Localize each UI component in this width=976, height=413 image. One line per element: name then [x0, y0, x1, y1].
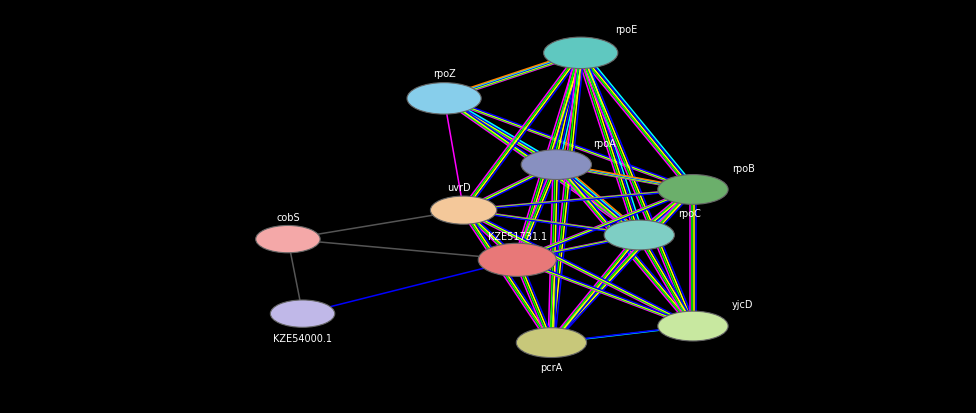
- Circle shape: [256, 226, 320, 253]
- Circle shape: [430, 197, 497, 225]
- Circle shape: [544, 38, 618, 69]
- Text: pcrA: pcrA: [541, 363, 562, 373]
- Text: uvrD: uvrD: [447, 183, 470, 193]
- Text: KZE54000.1: KZE54000.1: [273, 333, 332, 343]
- Text: rpoA: rpoA: [593, 139, 616, 149]
- Text: KZE51731.1: KZE51731.1: [488, 231, 547, 241]
- Circle shape: [521, 150, 591, 180]
- Text: rpoC: rpoC: [678, 209, 701, 219]
- Text: rpoZ: rpoZ: [432, 69, 456, 79]
- Text: rpoE: rpoE: [615, 25, 637, 35]
- Circle shape: [658, 175, 728, 205]
- Circle shape: [407, 83, 481, 115]
- Circle shape: [516, 328, 587, 358]
- Circle shape: [658, 311, 728, 341]
- Circle shape: [478, 244, 556, 277]
- Text: cobS: cobS: [276, 212, 300, 222]
- Circle shape: [604, 221, 674, 250]
- Text: yjcD: yjcD: [732, 300, 753, 310]
- Circle shape: [270, 300, 335, 328]
- Text: rpoB: rpoB: [732, 164, 754, 173]
